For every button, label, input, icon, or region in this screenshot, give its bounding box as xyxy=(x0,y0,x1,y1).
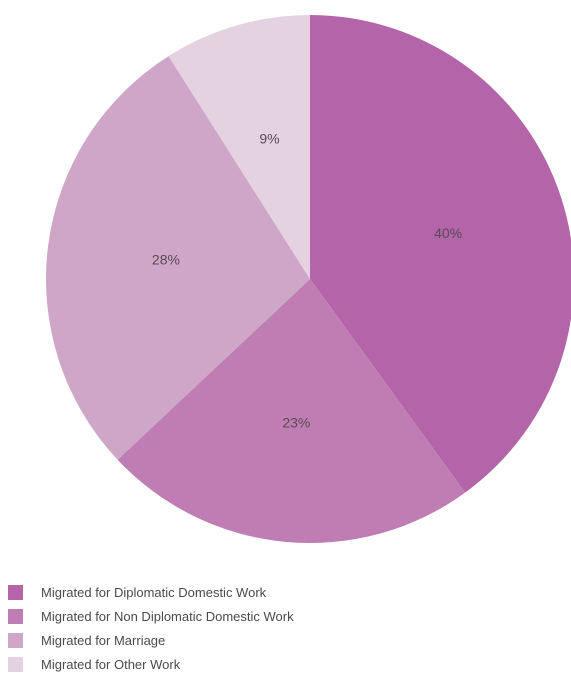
data-label-migrated-for-diplomatic-domestic-work: 40% xyxy=(434,225,462,241)
legend-item-other-work: Migrated for Other Work xyxy=(8,652,294,676)
legend-item-marriage: Migrated for Marriage xyxy=(8,628,294,652)
legend-label: Migrated for Diplomatic Domestic Work xyxy=(41,584,267,600)
legend-label: Migrated for Other Work xyxy=(41,656,181,672)
legend-swatch xyxy=(8,632,23,648)
data-label-migrated-for-marriage: 28% xyxy=(152,252,180,268)
legend-label: Migrated for Marriage xyxy=(41,632,166,648)
legend-swatch xyxy=(8,584,23,600)
pie-slice-migrated-for-diplomatic-domestic-work xyxy=(310,15,571,493)
legend: Migrated for Diplomatic Domestic Work Mi… xyxy=(8,580,294,676)
pie-slice-migrated-for-other-work xyxy=(168,15,310,279)
legend-item-non-diplomatic-domestic-work: Migrated for Non Diplomatic Domestic Wor… xyxy=(8,604,294,628)
legend-swatch xyxy=(8,608,23,624)
legend-swatch xyxy=(8,656,23,672)
pie-slice-migrated-for-marriage xyxy=(46,56,311,460)
data-label-migrated-for-non-diplomatic-domestic-work: 23% xyxy=(282,414,310,430)
legend-item-diplomatic-domestic-work: Migrated for Diplomatic Domestic Work xyxy=(8,580,294,604)
pie-slice-migrated-for-non-diplomatic-domestic-work xyxy=(117,279,466,543)
legend-label: Migrated for Non Diplomatic Domestic Wor… xyxy=(41,608,294,624)
data-label-migrated-for-other-work: 9% xyxy=(259,130,279,146)
